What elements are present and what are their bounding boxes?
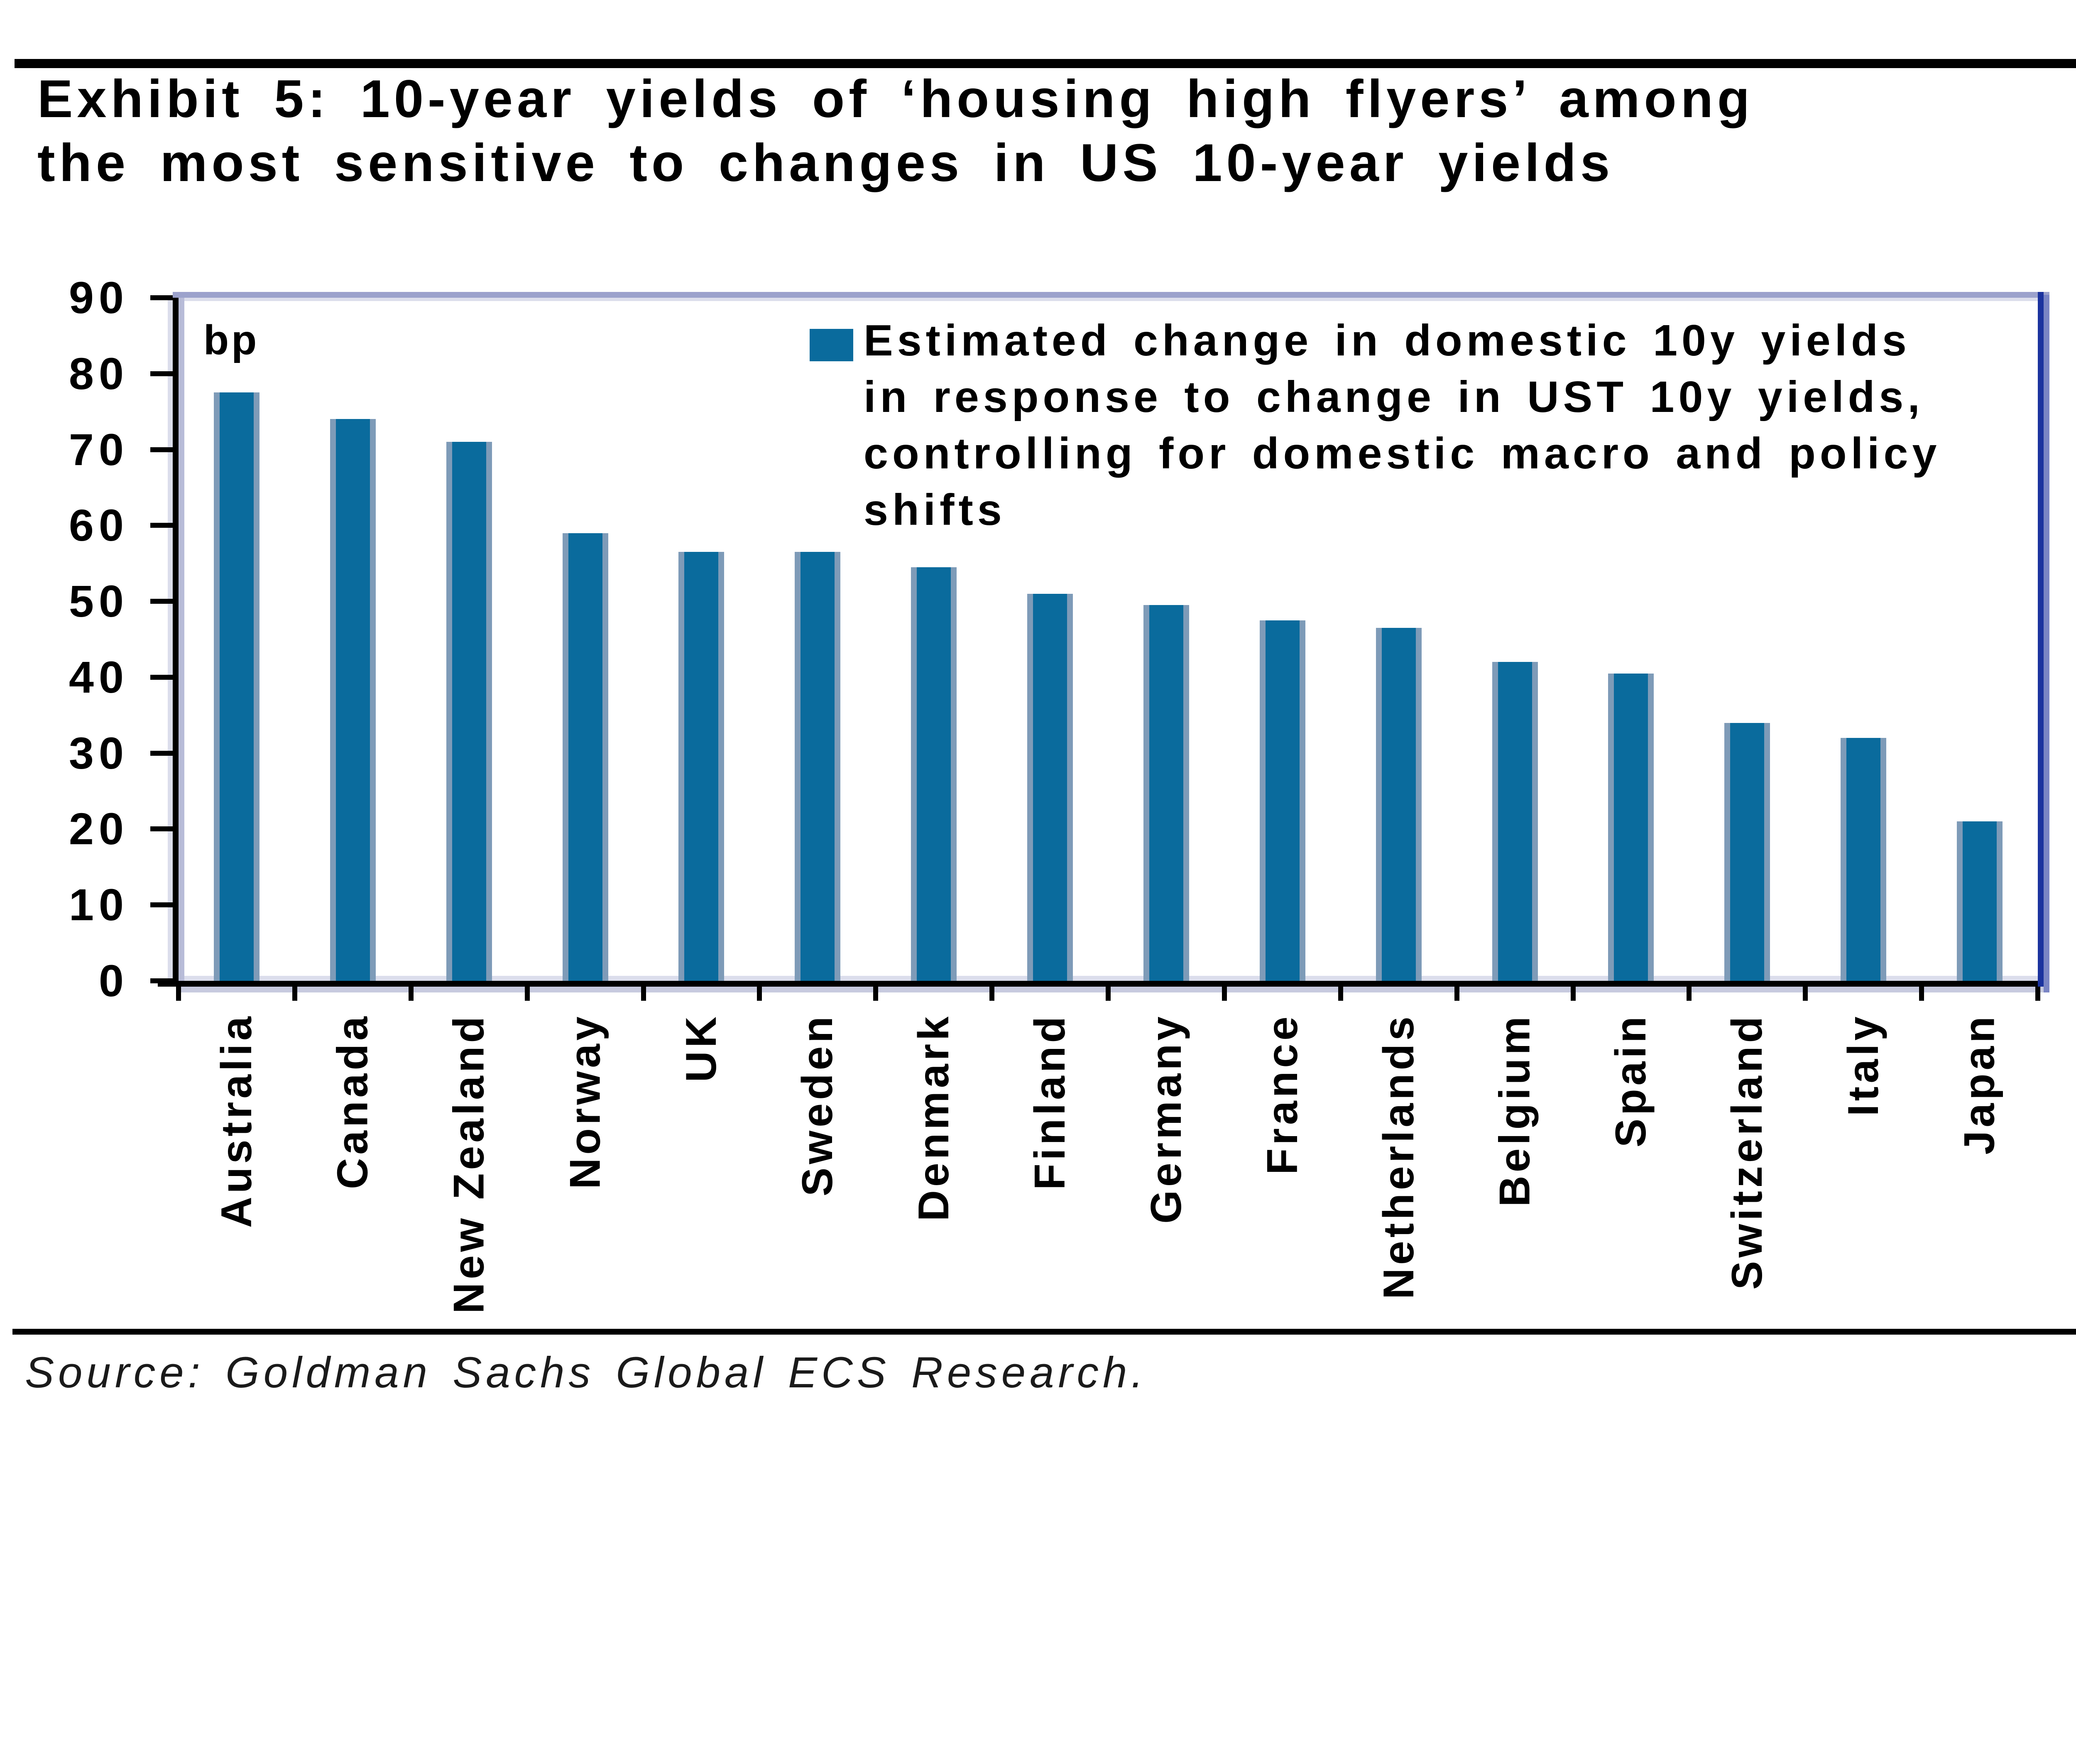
x-tick [989, 987, 995, 1001]
x-tick [1687, 987, 1692, 1001]
y-tick [150, 371, 173, 376]
plot-frame-right-shadow [2044, 295, 2049, 992]
y-tick-label: 70 [69, 424, 129, 475]
legend-label-line3: controlling for domestic macro and polic… [864, 429, 1941, 478]
x-tick [873, 987, 879, 1001]
y-axis-line [173, 298, 179, 987]
bar [795, 552, 841, 981]
x-tick [408, 987, 414, 1001]
legend-label: Estimated change in domestic 10y yields … [864, 312, 2076, 538]
bar [678, 552, 725, 981]
y-tick-label: 40 [69, 652, 129, 702]
y-tick-label: 20 [69, 804, 129, 854]
bar [213, 392, 260, 981]
bar [562, 533, 608, 981]
y-axis-unit-label: bp [203, 317, 260, 363]
x-tick [176, 987, 181, 1001]
x-tick [1803, 987, 1808, 1001]
bar [1376, 628, 1422, 981]
plot-bottom-highlight [184, 976, 2038, 981]
bar [911, 567, 957, 981]
y-tick-label: 50 [69, 576, 129, 627]
y-tick-label: 80 [69, 348, 129, 399]
category-label: New Zealand [445, 1013, 493, 1314]
x-tick [1919, 987, 1924, 1001]
top-rule [15, 59, 2076, 68]
exhibit-title-line1: Exhibit 5: 10-year yields of ‘housing hi… [37, 69, 1754, 129]
category-label: Norway [561, 1013, 610, 1189]
category-label: Canada [328, 1013, 377, 1189]
y-axis-shadow-left [168, 298, 173, 987]
x-tick [1454, 987, 1459, 1001]
y-tick [150, 447, 173, 452]
y-tick [150, 750, 173, 756]
legend-swatch-icon [810, 329, 853, 361]
y-tick [150, 902, 173, 908]
category-label: Germany [1142, 1013, 1190, 1224]
plot-frame-right [2038, 292, 2044, 987]
category-label: Finland [1026, 1013, 1075, 1190]
category-label: Italy [1839, 1013, 1888, 1117]
bar [1143, 605, 1189, 981]
y-tick [150, 826, 173, 832]
bar [1259, 620, 1305, 981]
source-note: Source: Goldman Sachs Global ECS Researc… [25, 1348, 1148, 1397]
bar [446, 442, 492, 981]
plot-frame-top-highlight [179, 298, 2038, 301]
bar [1027, 593, 1073, 981]
x-tick [292, 987, 297, 1001]
bar [330, 419, 376, 981]
y-tick [150, 523, 173, 528]
y-tick [150, 599, 173, 604]
exhibit-title: Exhibit 5: 10-year yields of ‘housing hi… [37, 67, 2076, 195]
legend-label-line4: shifts [864, 485, 1006, 534]
x-tick [524, 987, 530, 1001]
x-tick [641, 987, 646, 1001]
y-tick-label: 30 [69, 728, 129, 778]
category-label: Spain [1607, 1013, 1655, 1148]
x-tick [1570, 987, 1576, 1001]
category-label: UK [677, 1013, 726, 1083]
bar [1957, 821, 2003, 981]
category-label: Australia [212, 1013, 261, 1228]
bar [1492, 662, 1538, 981]
y-tick-label: 0 [98, 956, 129, 1006]
category-label: Switzerland [1723, 1013, 1772, 1290]
bar [1724, 723, 1770, 981]
category-label: Netherlands [1374, 1013, 1423, 1300]
bar [1841, 738, 1887, 981]
x-tick [2035, 987, 2040, 1001]
x-axis-line [158, 981, 2044, 987]
bar [1608, 673, 1654, 981]
y-tick-label: 60 [69, 500, 129, 551]
legend-label-line2: in response to change in UST 10y yields, [864, 372, 1924, 421]
plot-frame-top [173, 292, 2049, 298]
x-tick [1106, 987, 1111, 1001]
y-axis-shadow-right [179, 298, 184, 981]
y-tick [150, 674, 173, 680]
y-tick-label: 90 [69, 272, 129, 323]
x-tick [1222, 987, 1227, 1001]
category-label: Sweden [793, 1013, 842, 1196]
category-label: Belgium [1491, 1013, 1539, 1207]
category-label: Denmark [910, 1013, 958, 1222]
x-tick [1338, 987, 1343, 1001]
y-tick-label: 10 [69, 880, 129, 930]
exhibit-title-line2: the most sensitive to changes in US 10-y… [37, 133, 1614, 193]
legend-label-line1: Estimated change in domestic 10y yields [864, 316, 1911, 365]
category-label: Japan [1956, 1013, 2004, 1155]
bottom-rule [12, 1329, 2076, 1335]
x-tick [757, 987, 762, 1001]
x-axis-shadow [179, 987, 2049, 992]
y-tick [150, 295, 173, 300]
category-label: France [1258, 1013, 1307, 1175]
